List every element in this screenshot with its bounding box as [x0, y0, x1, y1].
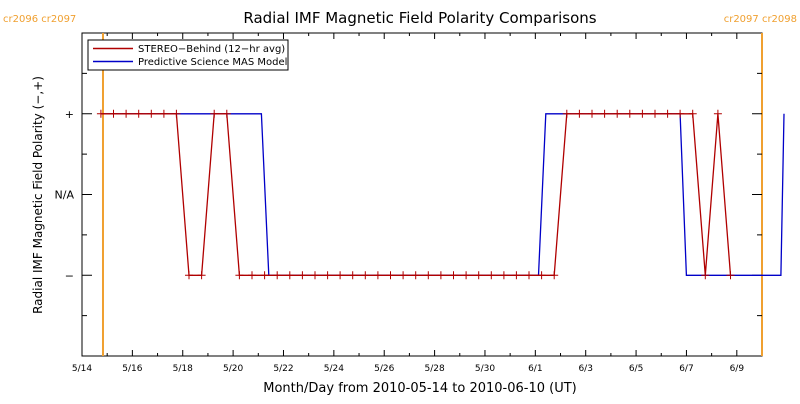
data-point-marker [109, 109, 118, 118]
data-point-marker [96, 109, 105, 118]
data-point-marker [159, 109, 168, 118]
data-point-marker [235, 271, 244, 280]
data-point-marker [525, 271, 533, 280]
x-tick-label: 5/20 [223, 364, 243, 374]
data-point-marker [348, 271, 357, 280]
legend-label-stereo: STEREO−Behind (12−hr avg) [138, 44, 285, 55]
data-point-marker [474, 271, 483, 280]
data-point-marker [122, 109, 131, 118]
y-tick-label: − [65, 269, 74, 282]
data-point-marker [210, 109, 219, 118]
data-point-marker [285, 271, 294, 280]
series-layer [96, 109, 785, 280]
legend: STEREO−Behind (12−hr avg) Predictive Sci… [87, 39, 289, 71]
carrington-label: cr2096 cr2097 [3, 14, 76, 25]
data-point-marker [336, 271, 345, 280]
data-point-marker [424, 271, 433, 280]
x-tick-label: 5/16 [122, 364, 142, 374]
data-point-marker [462, 271, 471, 280]
x-tick-label: 5/22 [273, 364, 293, 374]
data-point-marker [222, 109, 231, 118]
data-point-marker [676, 109, 685, 118]
data-point-marker [248, 271, 256, 280]
data-point-marker [625, 109, 634, 118]
legend-box [87, 39, 289, 71]
data-point-marker [436, 271, 445, 280]
data-point-marker [449, 271, 458, 280]
data-point-marker [323, 271, 332, 280]
data-point-marker [411, 271, 420, 280]
data-point-marker [499, 271, 508, 280]
legend-label-mas: Predictive Science MAS Model [138, 57, 287, 68]
data-point-marker [386, 271, 395, 280]
x-tick-label: 5/14 [72, 364, 92, 374]
data-point-marker [713, 109, 722, 118]
x-axis-label: Month/Day from 2010-05-14 to 2010-06-10 … [263, 381, 576, 396]
plot-frame [81, 32, 763, 357]
data-point-marker [487, 271, 496, 280]
series-line-stereo [100, 113, 732, 276]
y-tick-label: + [65, 108, 74, 121]
data-point-marker [361, 271, 370, 280]
y-axis-label: Radial IMF Magnetic Field Polarity (−,+) [31, 76, 45, 314]
data-point-marker [172, 109, 181, 118]
x-tick-label: 6/9 [730, 364, 745, 374]
data-point-marker [134, 109, 143, 118]
chart-title: Radial IMF Magnetic Field Polarity Compa… [243, 9, 596, 27]
data-point-marker [638, 109, 647, 118]
x-tick-label: 5/28 [424, 364, 444, 374]
x-tick-label: 5/26 [374, 364, 394, 374]
x-tick-label: 6/7 [679, 364, 693, 374]
data-point-marker [550, 271, 559, 280]
data-point-marker [273, 271, 282, 280]
x-tick-label: 6/3 [578, 364, 592, 374]
data-point-marker [701, 271, 710, 280]
data-point-marker [197, 271, 206, 280]
data-point-marker [651, 109, 659, 118]
axis-ticks: 5/14 5/16 5/18 5/20 5/22 5/24 5/26 5/28 5/30 6/1 6… [55, 33, 762, 374]
data-point-marker [185, 271, 193, 280]
x-tick-label: 5/18 [173, 364, 193, 374]
x-tick-label: 5/24 [324, 364, 344, 374]
data-point-marker [613, 109, 622, 118]
x-tick-label: 6/5 [629, 364, 643, 374]
data-point-marker [399, 271, 408, 280]
data-point-marker [688, 109, 697, 118]
data-point-marker [373, 271, 382, 280]
series-line-mas [103, 113, 785, 276]
data-point-marker [726, 271, 735, 280]
data-point-marker [575, 109, 584, 118]
data-point-marker [562, 109, 571, 118]
data-point-marker [147, 109, 156, 118]
carrington-label: cr2097 cr2098 [724, 14, 797, 25]
data-point-marker [298, 271, 307, 280]
x-tick-label: 6/1 [528, 364, 542, 374]
data-point-marker [537, 271, 546, 280]
y-tick-label: N/A [55, 189, 75, 202]
data-point-marker [260, 271, 269, 280]
data-point-marker [663, 109, 672, 118]
x-tick-label: 5/30 [475, 364, 495, 374]
data-point-marker [588, 109, 596, 118]
data-point-marker [512, 271, 521, 280]
data-point-marker [600, 109, 609, 118]
data-point-marker [311, 271, 319, 280]
